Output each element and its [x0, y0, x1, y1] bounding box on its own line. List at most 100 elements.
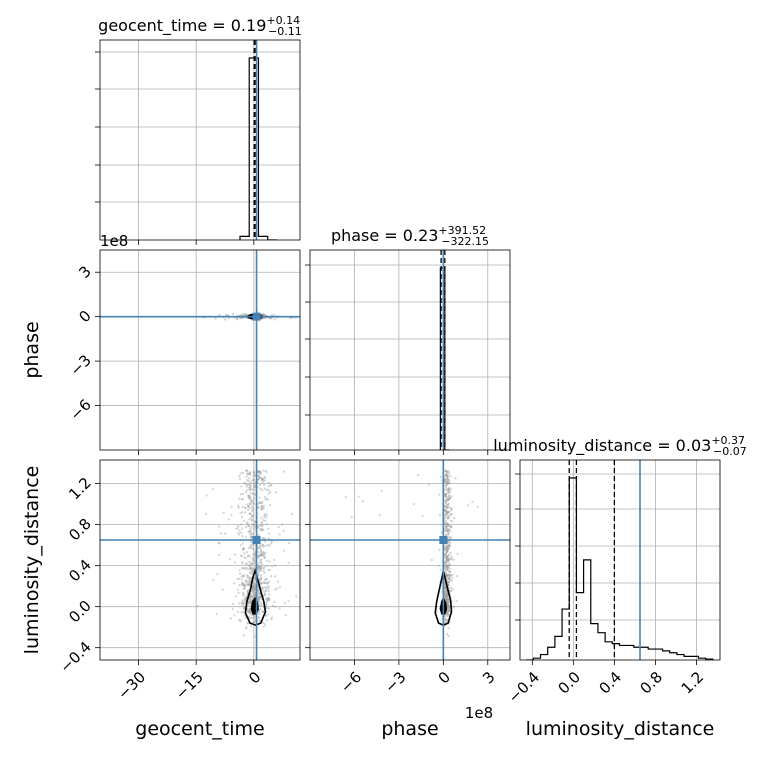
scatter-point — [448, 573, 451, 576]
scatter-point — [251, 561, 254, 565]
scatter-point — [262, 478, 265, 481]
scatter-point — [444, 469, 447, 473]
scatter-point — [263, 578, 266, 582]
scatter-point — [253, 592, 256, 595]
x-axis-label-luminosity_distance: luminosity_distance — [526, 718, 715, 740]
scatter-point — [239, 554, 242, 558]
scatter-point — [448, 578, 451, 581]
scatter-point — [260, 569, 263, 572]
scatter-point — [247, 505, 250, 509]
scatter-point — [446, 488, 449, 491]
scatter-point — [247, 599, 251, 602]
scatter-point — [451, 576, 454, 579]
scatter-point — [253, 595, 256, 598]
scatter-point — [243, 482, 247, 485]
scatter-point — [250, 525, 253, 529]
scatter-point — [264, 589, 268, 592]
scatter-point — [443, 587, 446, 590]
scatter-point — [448, 514, 451, 517]
scatter-point — [264, 469, 267, 472]
scatter-point — [247, 610, 250, 613]
scatter-point — [278, 607, 281, 610]
scatter-point — [251, 515, 254, 518]
scatter-point — [447, 544, 450, 547]
scatter-point — [252, 501, 255, 505]
scatter-point — [261, 505, 264, 508]
scatter-point — [216, 573, 219, 576]
scatter-point — [444, 534, 447, 537]
scatter-point — [444, 473, 447, 476]
scatter-point — [244, 579, 248, 582]
scatter-point — [246, 521, 249, 524]
scatter-point — [258, 568, 261, 571]
scatter-point — [241, 534, 244, 538]
scatter-point — [266, 597, 269, 600]
scatter-point — [437, 564, 441, 567]
scatter-point — [267, 498, 270, 501]
scatter-point — [217, 525, 221, 528]
scatter-point — [448, 524, 451, 527]
scatter-point — [445, 547, 449, 550]
scatter-point — [447, 606, 450, 609]
scatter-point — [236, 588, 239, 591]
scatter-point — [249, 611, 252, 615]
scatter-point — [239, 572, 242, 575]
scatter-point — [261, 566, 264, 569]
scatter-point — [261, 543, 264, 546]
scatter-point — [241, 506, 244, 509]
scatter-point — [261, 521, 264, 524]
diag-title: geocent_time = 0.19+0.14 −0.11 — [98, 14, 302, 38]
scatter-point — [446, 483, 449, 486]
scatter-point — [445, 550, 449, 554]
scatter-point — [380, 489, 383, 492]
scatter-point — [452, 558, 455, 561]
scatter-point — [274, 605, 277, 608]
scatter-point — [444, 492, 447, 495]
scatter-point — [447, 601, 450, 605]
scatter-point — [446, 475, 449, 478]
scatter-point — [447, 528, 450, 531]
scatter-point — [256, 567, 260, 570]
scatter-point — [259, 487, 262, 490]
scatter-point — [257, 567, 260, 570]
scatter-point — [211, 488, 214, 491]
scatter-point — [447, 580, 451, 584]
scatter-point — [259, 470, 262, 474]
scatter-point — [251, 572, 254, 575]
scatter-point — [244, 491, 248, 494]
scatter-point — [444, 593, 447, 596]
scatter-point — [283, 602, 286, 605]
scatter-point — [253, 472, 256, 475]
scatter-point — [247, 530, 250, 533]
scatter-point — [261, 553, 264, 556]
scatter-point — [273, 575, 277, 578]
scatter-point — [258, 577, 262, 581]
scatter-point — [222, 511, 225, 514]
scatter-point — [247, 494, 250, 497]
scatter-point — [445, 495, 448, 499]
scatter-point — [264, 498, 267, 501]
scatter-point — [258, 604, 261, 607]
scatter-point — [249, 481, 253, 484]
scatter-point — [248, 487, 252, 490]
scatter-point — [445, 594, 448, 598]
scatter-point — [445, 593, 448, 597]
scatter-point — [446, 496, 449, 499]
scatter-point — [253, 593, 256, 597]
scatter-point — [236, 526, 239, 530]
scatter-point — [240, 583, 243, 586]
scatter-point — [251, 492, 254, 496]
scatter-point — [445, 598, 449, 601]
scatter-point — [445, 612, 448, 615]
scatter-point — [249, 527, 252, 531]
scatter-point — [247, 504, 250, 507]
scatter-point — [260, 548, 263, 552]
scatter-point — [230, 505, 233, 508]
scatter-point — [444, 505, 447, 508]
scatter-point — [446, 522, 449, 526]
scatter-point — [446, 615, 449, 618]
scatter-point — [444, 587, 447, 590]
scatter-point — [249, 566, 253, 569]
scatter-point — [251, 508, 254, 511]
y-tick-label: −6 — [66, 396, 94, 424]
